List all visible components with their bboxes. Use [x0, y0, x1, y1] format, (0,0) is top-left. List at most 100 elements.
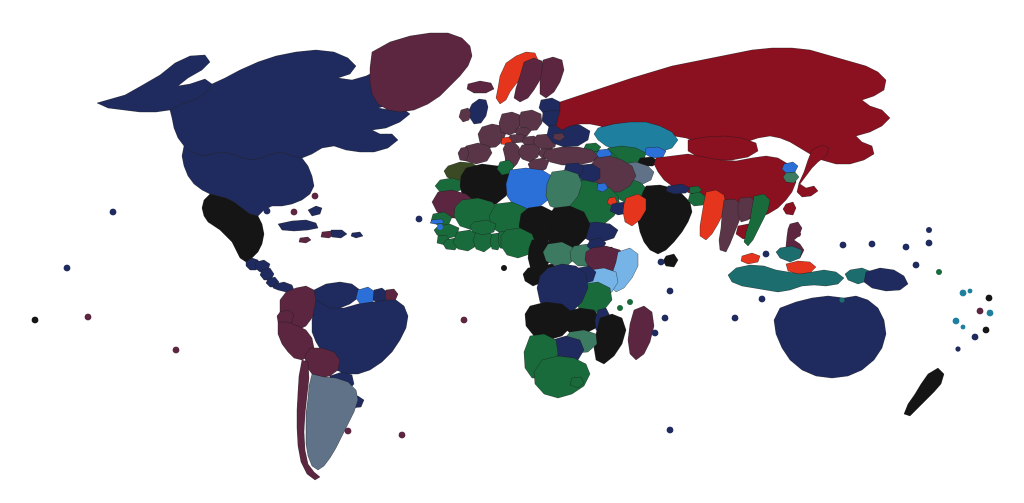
island-dot[interactable] — [398, 431, 406, 439]
country-australia[interactable] — [774, 296, 886, 378]
country-zambia[interactable] — [561, 308, 600, 334]
country-ivory-coast[interactable] — [453, 230, 479, 251]
island-dot[interactable] — [415, 215, 423, 223]
country-finland[interactable] — [540, 57, 564, 98]
island-dot[interactable] — [976, 307, 984, 315]
country-united-states[interactable] — [182, 146, 314, 216]
island-dot[interactable] — [986, 309, 994, 317]
island-dot[interactable] — [666, 287, 674, 295]
island-dot[interactable] — [839, 241, 847, 249]
country-haiti[interactable] — [321, 231, 334, 238]
country-nepal[interactable] — [666, 184, 690, 194]
country-chile[interactable] — [297, 360, 320, 480]
island-dot[interactable] — [959, 289, 967, 297]
country-sweden[interactable] — [514, 58, 544, 102]
country-cuba[interactable] — [278, 220, 318, 231]
country-france[interactable] — [478, 124, 506, 148]
island-dot[interactable] — [437, 224, 443, 230]
country-argentina[interactable] — [306, 374, 358, 470]
country-vietnam[interactable] — [744, 194, 770, 246]
island-dot[interactable] — [912, 261, 920, 269]
island-dot[interactable] — [627, 299, 633, 305]
island-dot[interactable] — [762, 250, 770, 258]
country-angola[interactable] — [525, 302, 572, 340]
country-malaysia[interactable] — [741, 253, 816, 274]
island-dot[interactable] — [731, 314, 739, 322]
island-dot[interactable] — [460, 316, 468, 324]
region-north-america — [97, 33, 472, 292]
country-laos[interactable] — [738, 197, 756, 222]
island-dot[interactable] — [84, 313, 92, 321]
island-dot[interactable] — [955, 346, 961, 352]
country-burkina-faso[interactable] — [470, 220, 496, 235]
country-turkey[interactable] — [543, 147, 598, 165]
country-japan[interactable] — [797, 145, 829, 197]
island-dot[interactable] — [868, 240, 876, 248]
island-dot[interactable] — [666, 426, 674, 434]
island-dot[interactable] — [985, 294, 993, 302]
country-puerto-rico[interactable] — [351, 232, 363, 238]
region-asia — [612, 145, 908, 292]
country-dominican-republic[interactable] — [331, 230, 347, 238]
country-portugal[interactable] — [458, 147, 469, 161]
country-kuwait[interactable] — [597, 183, 608, 192]
country-indonesia[interactable] — [728, 246, 872, 292]
country-nigeria[interactable] — [501, 228, 536, 258]
country-oman[interactable] — [623, 194, 646, 226]
region-south-america — [277, 282, 408, 480]
island-markers — [31, 192, 994, 439]
island-dot[interactable] — [967, 288, 973, 294]
island-dot[interactable] — [902, 243, 910, 251]
country-myanmar[interactable] — [700, 190, 726, 240]
country-poland[interactable] — [519, 110, 542, 131]
region-africa — [430, 160, 654, 398]
country-jamaica[interactable] — [299, 237, 311, 243]
country-new-zealand[interactable] — [904, 368, 944, 416]
island-dot[interactable] — [926, 227, 932, 233]
island-dot[interactable] — [758, 295, 766, 303]
island-dot[interactable] — [63, 264, 71, 272]
island-dot[interactable] — [172, 346, 180, 354]
island-dot[interactable] — [501, 265, 507, 271]
island-dot[interactable] — [925, 239, 933, 247]
country-greenland[interactable] — [370, 33, 472, 112]
country-madagascar[interactable] — [628, 306, 654, 360]
island-dot[interactable] — [661, 314, 669, 322]
island-dot[interactable] — [263, 207, 271, 215]
island-dot[interactable] — [596, 302, 602, 308]
island-dot[interactable] — [344, 427, 352, 435]
island-dot[interactable] — [109, 208, 117, 216]
country-ireland[interactable] — [459, 108, 471, 122]
country-lesotho[interactable] — [570, 377, 584, 388]
island-dot[interactable] — [657, 258, 665, 266]
island-dot[interactable] — [31, 316, 39, 324]
country-iceland[interactable] — [467, 81, 494, 93]
island-dot[interactable] — [982, 326, 990, 334]
island-dot[interactable] — [839, 297, 845, 303]
island-dot[interactable] — [795, 231, 801, 237]
island-dot[interactable] — [952, 317, 960, 325]
country-papua-new-guinea[interactable] — [864, 268, 908, 291]
country-alaska[interactable] — [97, 55, 212, 112]
island-dot[interactable] — [651, 329, 659, 337]
country-libya[interactable] — [506, 168, 554, 210]
country-bangladesh[interactable] — [688, 192, 706, 206]
island-dot[interactable] — [290, 208, 298, 216]
country-gambia[interactable] — [430, 219, 444, 224]
region-oceania — [774, 296, 944, 416]
country-czechia[interactable] — [515, 127, 531, 136]
island-dot[interactable] — [960, 324, 966, 330]
country-moldova[interactable] — [553, 133, 565, 141]
country-tajikistan[interactable] — [638, 157, 658, 166]
island-dot[interactable] — [971, 333, 979, 341]
country-kazakhstan[interactable] — [594, 122, 678, 154]
country-south-africa[interactable] — [534, 356, 590, 398]
island-dot[interactable] — [936, 269, 942, 275]
island-dot[interactable] — [617, 305, 623, 311]
country-taiwan[interactable] — [783, 202, 796, 215]
country-south-korea[interactable] — [783, 172, 799, 183]
island-dot[interactable] — [311, 192, 319, 200]
country-bahamas[interactable] — [308, 206, 322, 216]
